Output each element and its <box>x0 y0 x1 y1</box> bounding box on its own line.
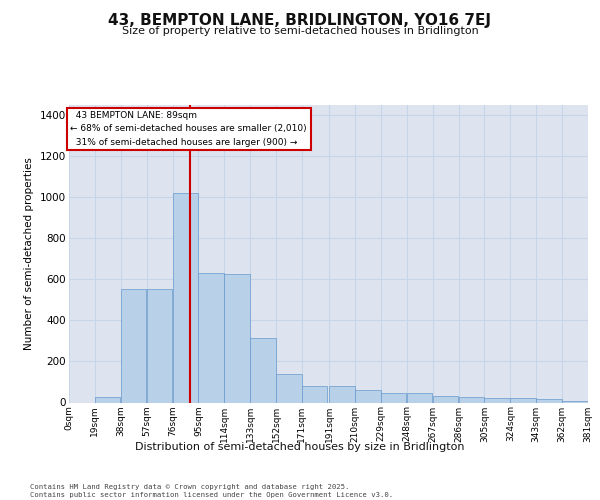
Bar <box>329 386 355 402</box>
Bar <box>381 394 406 402</box>
Bar <box>121 288 146 403</box>
Bar <box>433 396 458 402</box>
Bar <box>146 288 172 403</box>
Bar <box>511 398 536 402</box>
Bar <box>199 273 224 402</box>
Bar <box>173 193 198 402</box>
Bar <box>95 398 121 402</box>
Y-axis label: Number of semi-detached properties: Number of semi-detached properties <box>25 158 34 350</box>
Bar <box>407 394 432 402</box>
Bar <box>302 386 328 402</box>
Bar <box>224 274 250 402</box>
Text: Distribution of semi-detached houses by size in Bridlington: Distribution of semi-detached houses by … <box>135 442 465 452</box>
Bar <box>458 398 484 402</box>
Bar <box>484 398 510 402</box>
Text: 43, BEMPTON LANE, BRIDLINGTON, YO16 7EJ: 43, BEMPTON LANE, BRIDLINGTON, YO16 7EJ <box>109 12 491 28</box>
Text: 43 BEMPTON LANE: 89sqm
← 68% of semi-detached houses are smaller (2,010)
  31% o: 43 BEMPTON LANE: 89sqm ← 68% of semi-det… <box>70 111 307 146</box>
Bar <box>250 338 275 402</box>
Text: Size of property relative to semi-detached houses in Bridlington: Size of property relative to semi-detach… <box>122 26 478 36</box>
Bar <box>536 400 562 402</box>
Bar <box>355 390 380 402</box>
Text: Contains HM Land Registry data © Crown copyright and database right 2025.
Contai: Contains HM Land Registry data © Crown c… <box>30 484 393 498</box>
Bar <box>276 374 302 402</box>
